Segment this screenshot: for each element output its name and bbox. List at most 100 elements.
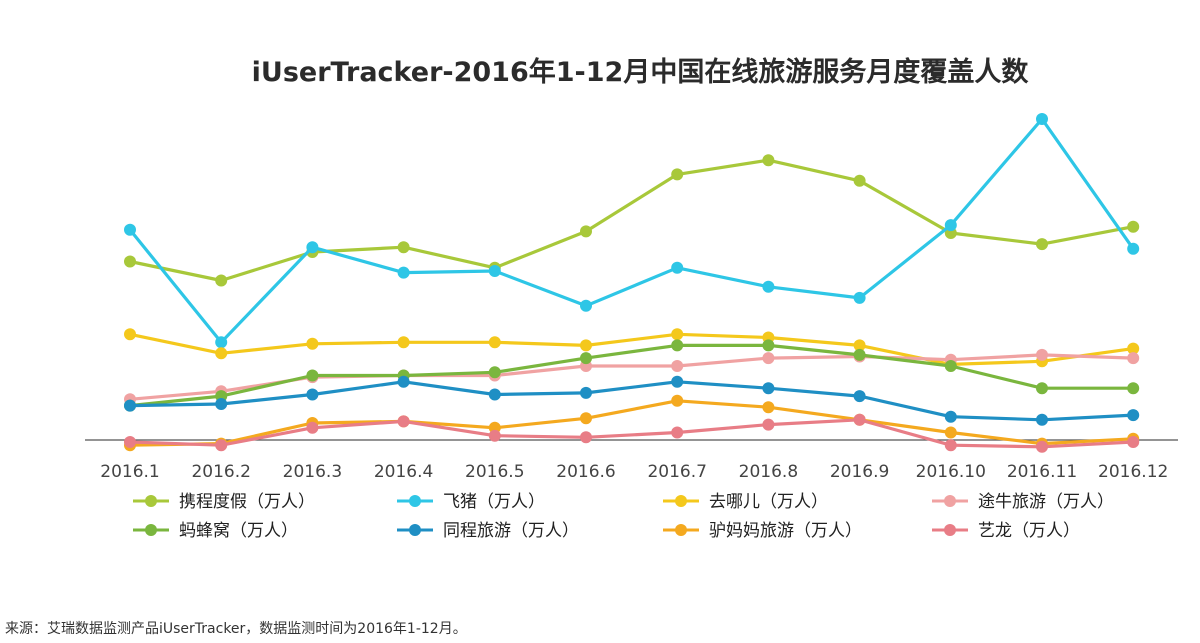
data-point <box>671 375 684 388</box>
data-point <box>397 266 410 279</box>
data-point <box>944 219 957 232</box>
data-point <box>853 174 866 187</box>
legend-item: 飞猪（万人） <box>397 492 545 512</box>
legend-marker <box>409 524 421 536</box>
data-point <box>671 328 684 341</box>
legend: 携程度假（万人） 飞猪（万人） 去哪儿（万人） 途牛旅游（万人） 蚂蜂窝（万人） 同程旅游… <box>133 492 1114 541</box>
data-point <box>762 280 775 293</box>
x-tick-label: 2016.11 <box>1007 462 1077 482</box>
data-point <box>580 225 592 238</box>
data-point <box>124 223 136 236</box>
data-point <box>306 337 319 350</box>
data-point <box>762 154 775 167</box>
legend-marker <box>145 524 157 536</box>
data-point <box>944 410 957 423</box>
data-point <box>944 439 957 452</box>
legend-item: 携程度假（万人） <box>133 492 315 512</box>
data-point <box>853 291 866 304</box>
x-tick-label: 2016.9 <box>830 462 889 482</box>
legend-marker <box>675 524 687 536</box>
data-point <box>762 339 775 352</box>
data-point <box>397 241 410 254</box>
x-tick-label: 2016.1 <box>100 462 159 482</box>
data-point <box>671 168 684 181</box>
series-line <box>128 343 1135 408</box>
x-axis: 2016.1 2016.2 2016.3 2016.4 2016.5 2016.6 2016… <box>85 439 1178 482</box>
data-point <box>1036 113 1048 125</box>
data-point <box>488 336 501 349</box>
data-point <box>853 390 866 403</box>
data-point <box>762 382 775 395</box>
legend-label: 去哪儿（万人） <box>709 492 828 512</box>
series-layer <box>124 113 1140 453</box>
legend-label: 驴妈妈旅游（万人） <box>709 521 862 541</box>
legend-label: 蚂蜂窝（万人） <box>179 521 298 541</box>
data-point <box>1127 352 1140 365</box>
legend-item: 蚂蜂窝（万人） <box>133 521 298 541</box>
data-point <box>1127 342 1140 355</box>
data-point <box>306 388 319 401</box>
series-5 <box>124 375 1140 426</box>
data-point <box>397 375 410 388</box>
legend-item: 途牛旅游（万人） <box>932 492 1114 512</box>
series-4 <box>124 339 1140 412</box>
data-point <box>580 386 592 399</box>
x-tick-label: 2016.3 <box>283 462 342 482</box>
legend-label: 艺龙（万人） <box>978 521 1080 541</box>
data-point <box>580 431 592 444</box>
data-point <box>671 360 684 372</box>
data-point <box>1036 348 1048 361</box>
data-point <box>853 339 866 352</box>
x-tick-label: 2016.4 <box>374 462 433 482</box>
data-point <box>124 436 136 448</box>
legend-label: 携程度假（万人） <box>179 492 315 512</box>
data-point <box>671 426 684 439</box>
data-point <box>1127 382 1140 395</box>
data-point <box>488 265 501 277</box>
data-point <box>671 394 684 407</box>
x-tick-label: 2016.6 <box>556 462 615 482</box>
data-point <box>488 366 501 379</box>
legend-marker <box>675 495 687 507</box>
line-chart: 2016.1 2016.2 2016.3 2016.4 2016.5 2016.6 2016… <box>85 113 1178 541</box>
series-7 <box>124 413 1140 453</box>
data-point <box>580 352 592 365</box>
series-6 <box>124 394 1140 452</box>
data-point <box>580 299 592 312</box>
source-footnote: 来源：艾瑞数据监测产品iUserTracker，数据监测时间为2016年1-12… <box>5 621 467 637</box>
data-point <box>488 429 501 442</box>
series-line <box>128 418 1135 449</box>
data-point <box>671 261 684 274</box>
series-2 <box>124 328 1140 371</box>
legend-item: 同程旅游（万人） <box>397 521 579 541</box>
data-point <box>397 415 410 428</box>
x-tick-label: 2016.5 <box>465 462 524 482</box>
data-point <box>124 328 136 341</box>
data-point <box>215 274 228 287</box>
data-point <box>762 401 775 414</box>
x-tick-label: 2016.7 <box>647 462 706 482</box>
data-point <box>1127 436 1140 448</box>
data-point <box>762 418 775 431</box>
data-point <box>671 339 684 352</box>
series-1 <box>124 113 1140 349</box>
x-tick-label: 2016.10 <box>916 462 986 482</box>
legend-label: 飞猪（万人） <box>443 492 545 512</box>
data-point <box>215 347 228 360</box>
x-tick-label: 2016.12 <box>1098 462 1168 482</box>
x-tick-label: 2016.2 <box>191 462 250 482</box>
data-point <box>1036 238 1048 251</box>
data-point <box>944 426 957 439</box>
data-point <box>580 412 592 425</box>
legend-label: 途牛旅游（万人） <box>978 492 1114 512</box>
legend-marker <box>944 524 956 536</box>
data-point <box>306 421 319 434</box>
x-tick-label: 2016.8 <box>739 462 798 482</box>
data-point <box>580 339 592 352</box>
data-point <box>306 241 319 254</box>
data-point <box>762 352 775 365</box>
data-point <box>1127 242 1140 255</box>
legend-item: 艺龙（万人） <box>932 521 1080 541</box>
data-point <box>853 413 866 426</box>
data-point <box>306 369 319 382</box>
